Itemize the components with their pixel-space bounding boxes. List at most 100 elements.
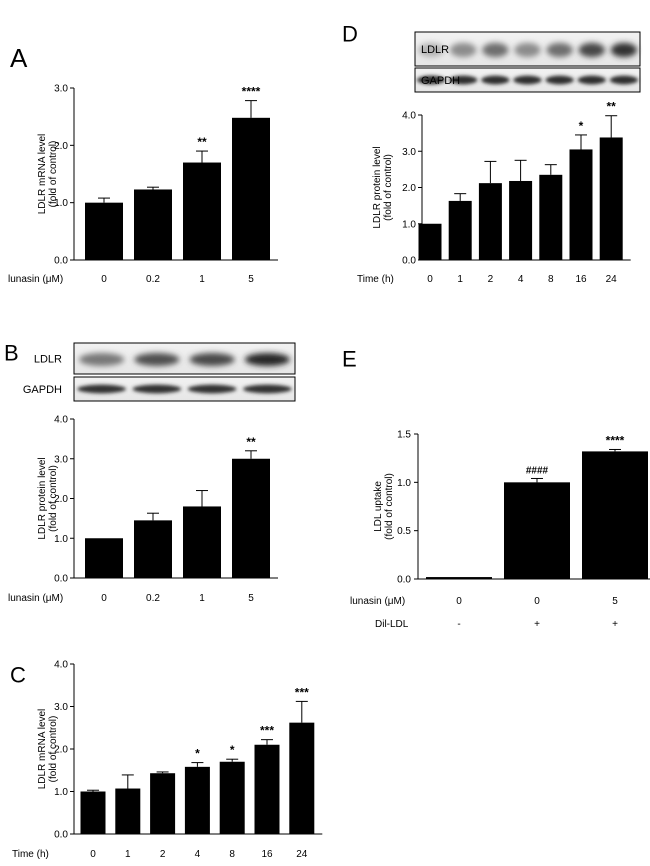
x-axis-label: lunasin (μM) [350,596,405,607]
bar [85,202,123,260]
blot-label: LDLR [34,354,62,366]
x-tick-label-2: + [534,619,540,630]
x-tick-label: 4 [518,274,524,285]
x-tick-label: 0 [101,593,107,604]
bar [569,149,593,260]
blot-band [513,75,542,85]
x-tick-label: 0 [534,596,540,607]
significance-label: * [195,747,200,761]
y-tick-label: 3.0 [402,147,416,158]
y-tick-label: 0.0 [402,256,416,267]
bar [582,451,648,579]
blot-band [609,75,639,85]
significance-label: * [230,743,235,757]
bar [289,722,315,834]
y-tick-label: 4.0 [54,415,68,426]
y-tick-label: 0.0 [54,574,68,585]
blot-band [546,42,573,58]
y-axis-label-line: (fold of control) [384,473,395,540]
significance-label: **** [606,433,625,447]
y-axis-label-line: (fold of control) [48,141,59,208]
bar [509,180,533,260]
blot-band [481,75,510,85]
x-axis-label: lunasin (μM) [8,274,63,285]
y-tick-label: 1.0 [397,478,411,489]
y-tick-label: 2.0 [54,494,68,505]
x-tick-label: 1 [199,593,205,604]
x-tick-label: 4 [195,849,201,860]
y-axis-label-line: (fold of control) [48,716,59,783]
bar [426,577,492,579]
x-tick-label: 5 [248,593,254,604]
blot-panel-d: LDLR GAPDH [414,31,641,93]
y-axis-label-line: LDL uptake [373,481,384,532]
bar [80,791,106,834]
panel-letter: B [4,341,19,366]
significance-label: ** [246,435,256,449]
y-tick-label: 0.0 [397,575,411,586]
y-tick-label: 4.0 [402,111,416,122]
blot-band [416,75,446,85]
blot-band [610,42,638,58]
bar [184,766,210,834]
y-tick-label: 1.5 [397,430,411,441]
blot-band [243,384,292,394]
significance-label: #### [526,465,549,476]
y-tick-label: 2.0 [54,745,68,756]
significance-label: ** [197,135,207,149]
y-tick-label: 3.0 [54,454,68,465]
y-axis-label-line: LDLR protein level [372,146,383,228]
bar [504,482,570,579]
blot-band [187,384,237,394]
x-tick-label: 0.2 [146,274,160,285]
y-tick-label: 3.0 [54,84,68,95]
bar [232,117,270,261]
y-tick-label: 2.0 [54,141,68,152]
x-tick-label: 2 [488,274,494,285]
x-tick-label: 8 [548,274,554,285]
bar [539,174,563,260]
blot-band [578,42,605,58]
blot-band [132,384,182,394]
y-tick-label: 1.0 [54,534,68,545]
x-tick-label: 24 [296,849,308,860]
y-axis-label: LDLR protein level(fold of control) [37,457,59,539]
blot-band [417,42,445,58]
y-tick-label: 0.0 [54,256,68,267]
bar [599,137,623,260]
x-tick-label-2: + [612,619,618,630]
blot-band [189,352,235,367]
panel-d: D 0.0 1.0 2.0 3.0 4.0 LDLR protein level(fold … [342,22,631,285]
blot-band [577,75,606,85]
y-axis-label: LDLR mRNA level(fold of control) [37,134,59,215]
blot-band [78,352,125,367]
x-axis-label-2: Dil-LDL [375,619,409,630]
x-axis-label: lunasin (μM) [8,593,63,604]
blot-band [134,352,180,367]
blot-band [482,42,509,58]
x-tick-label: 0 [90,849,96,860]
panel-e: E 0.0 0.5 1.0 1.5 LDL uptake(fold of control)… [342,347,650,630]
blot-label: GAPDH [421,75,460,87]
y-axis-label-line: LDLR mRNA level [37,709,48,790]
panel-a: A 0.0 1.0 2.0 3.0 LDLR mRNA level(fold of con… [8,43,278,285]
x-tick-label-2: - [457,619,460,630]
y-axis-label: LDLR mRNA level(fold of control) [37,709,59,790]
y-tick-label: 1.0 [402,219,416,230]
significance-label: **** [242,85,261,99]
x-tick-label: 8 [229,849,235,860]
bar [134,189,172,260]
bar [134,520,172,578]
bar [183,506,221,578]
y-axis-label-line: LDLR mRNA level [37,134,48,215]
y-axis-label-line: (fold of control) [48,465,59,532]
y-tick-label: 0.5 [397,526,411,537]
panel-letter: D [342,22,358,47]
significance-label: * [579,119,584,133]
blot-panel-b: LDLR GAPDH [23,342,296,402]
significance-label: *** [260,724,274,738]
panel-letter: C [10,663,26,688]
bar [254,744,280,834]
bar [183,162,221,260]
blot-label: GAPDH [23,384,62,396]
